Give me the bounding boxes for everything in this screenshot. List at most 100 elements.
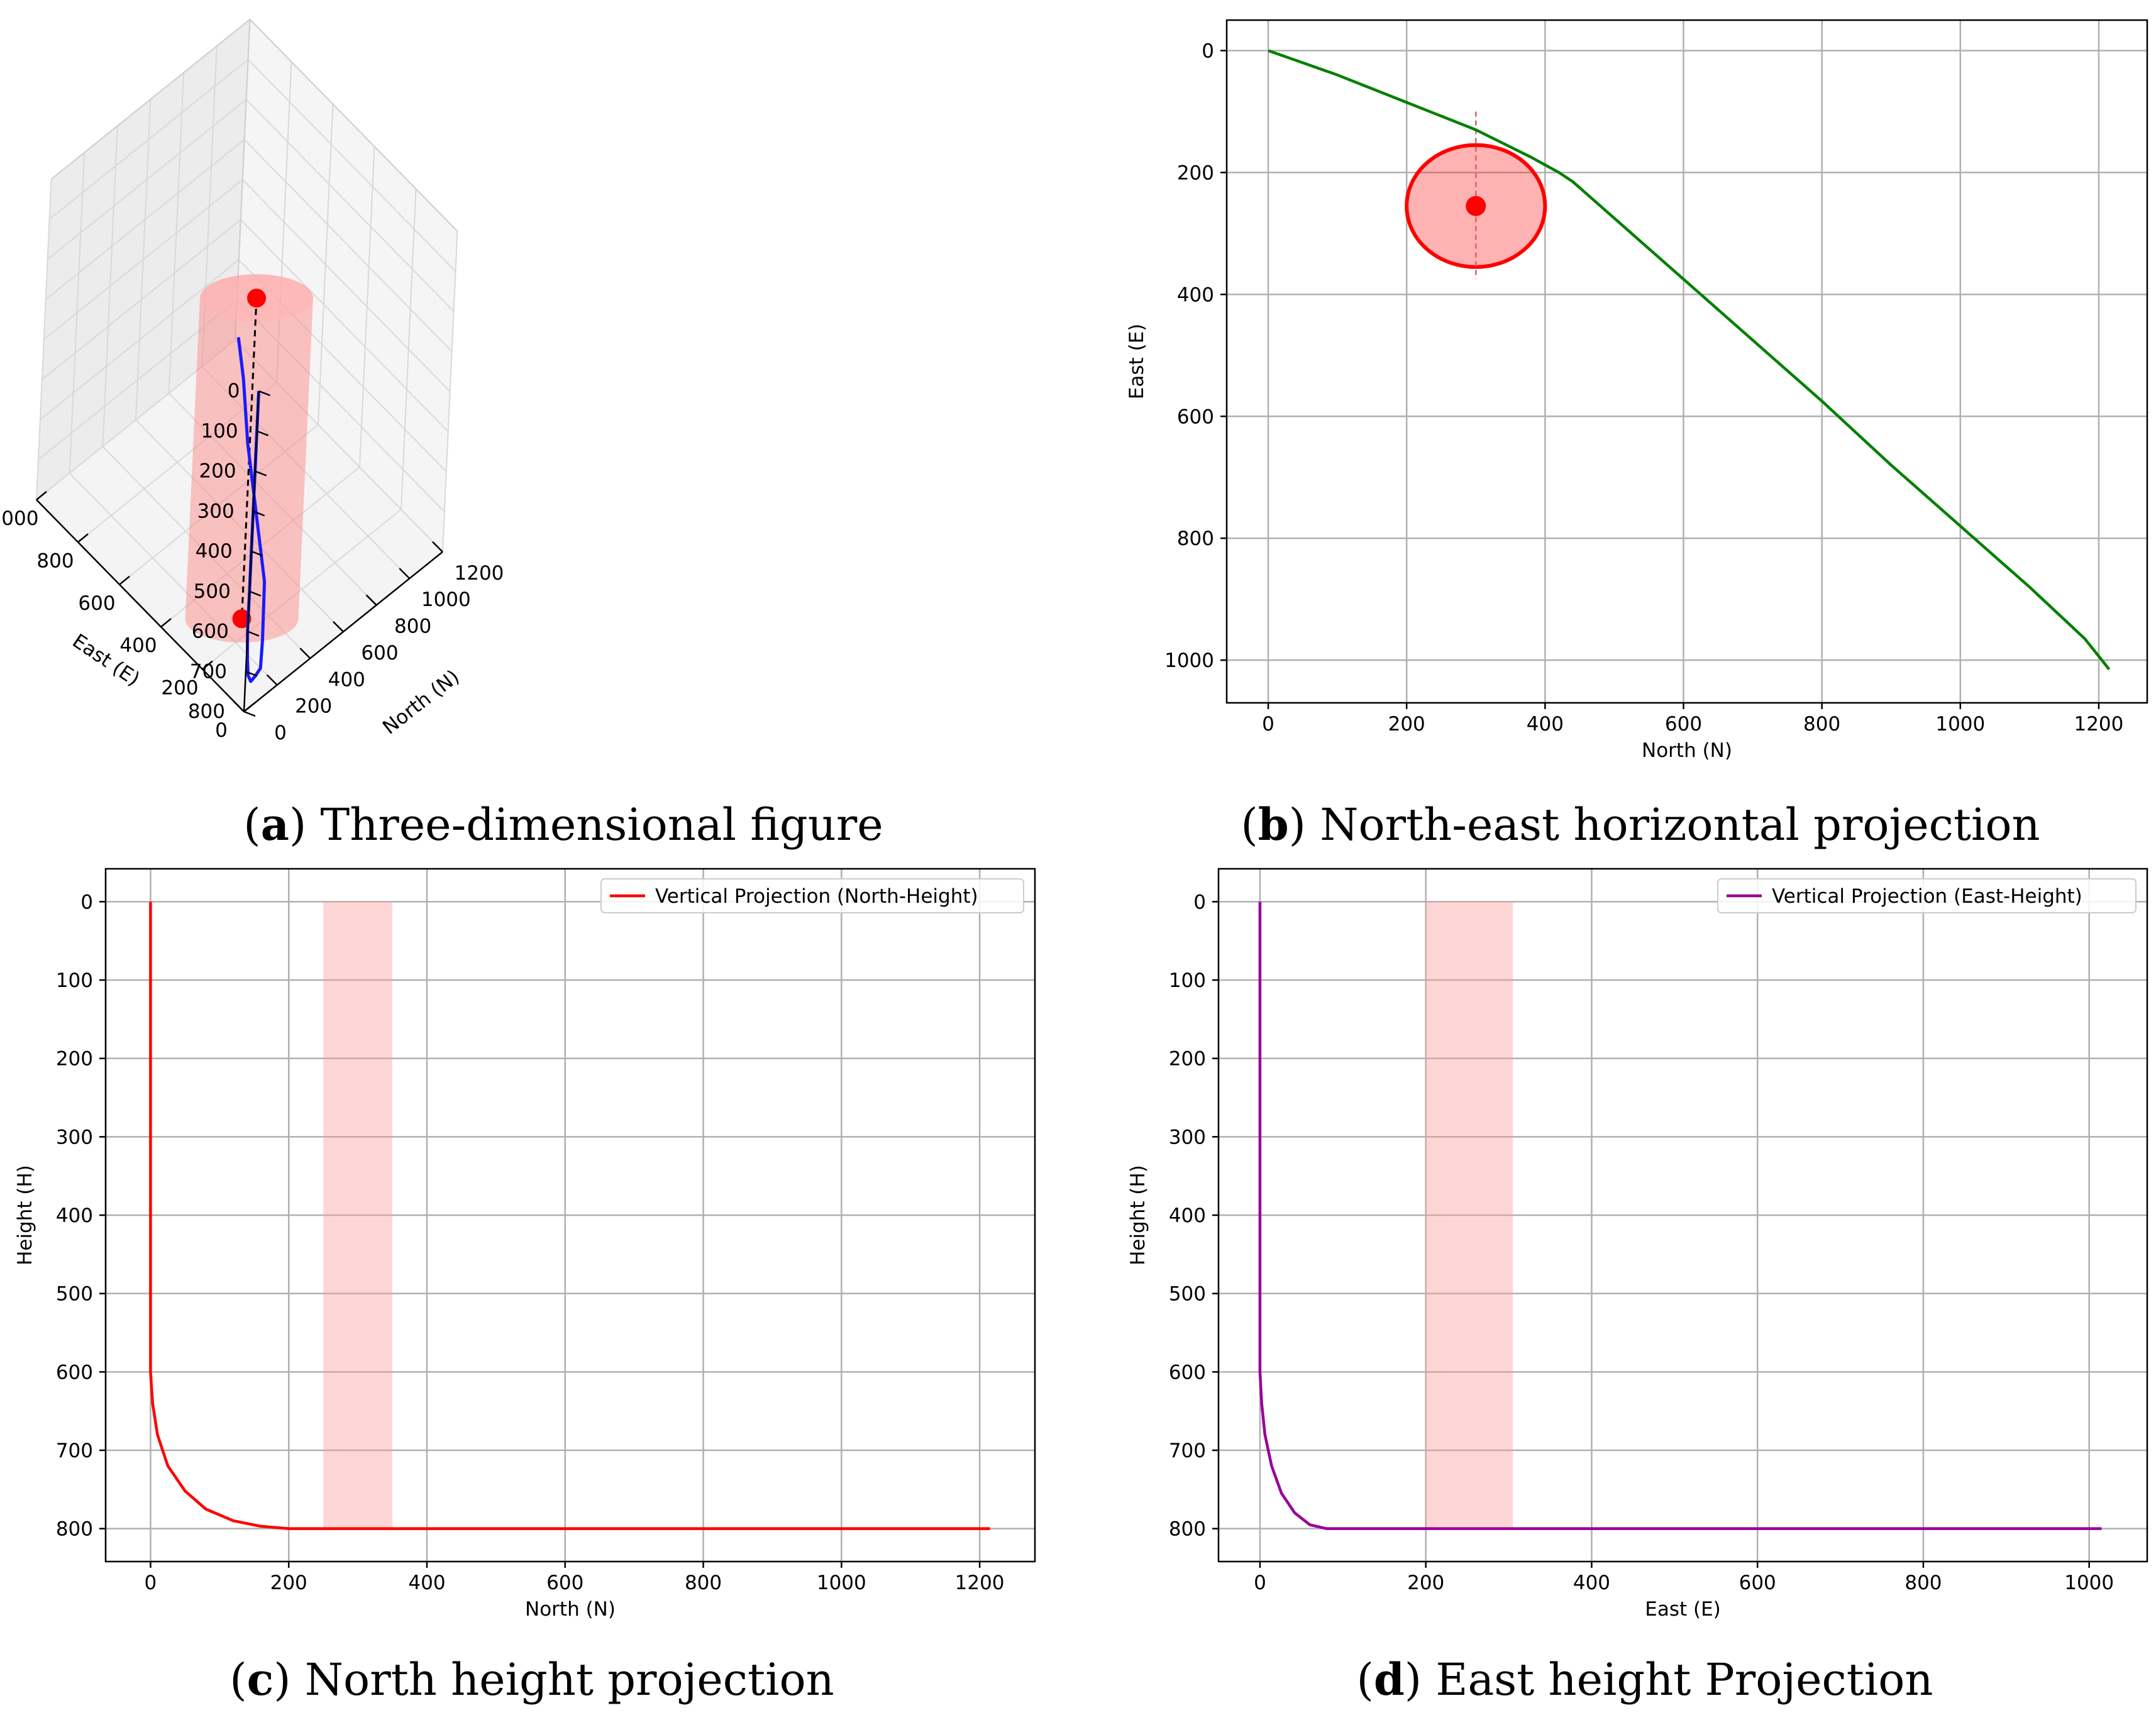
wall-grid-north [36, 179, 52, 500]
y-tick-label: 500 [1169, 1283, 1206, 1306]
wall-grid-height [247, 58, 456, 272]
height-tick-mark [243, 710, 256, 717]
x-tick-label: 800 [685, 1572, 722, 1594]
height-tick-mark [251, 550, 263, 557]
height-tick-label: 800 [188, 700, 225, 723]
plot-frame [1225, 19, 2148, 704]
height-tick-mark [247, 631, 260, 637]
x-axis-label: East (E) [1645, 1598, 1721, 1621]
y-tick-label: 400 [56, 1204, 93, 1227]
series-line [149, 901, 990, 1530]
y-tick-label: 800 [56, 1518, 93, 1541]
caption-a: (a) Three-dimensional figure [243, 798, 883, 851]
floor-grid-north [201, 366, 411, 579]
height-tick-label: 500 [194, 580, 231, 603]
caption-d: (d) East height Projection [1357, 1653, 1933, 1706]
height-tick-mark [249, 590, 262, 597]
legend-label: Vertical Projection (East-Height) [1772, 885, 2082, 908]
legend-label: Vertical Projection (North-Height) [655, 885, 978, 908]
east-tick-mark [119, 575, 130, 585]
y-tick-label: 600 [56, 1361, 93, 1384]
x-tick-label: 200 [270, 1572, 307, 1594]
y-axis-label: Height (H) [14, 1165, 36, 1265]
y-tick-label: 200 [1169, 1048, 1206, 1071]
east-tick-mark [243, 703, 255, 712]
height-tick-mark [255, 470, 267, 477]
panel-east-height-projection: 0 200 400 600 800 1000 0 100 200 300 400 500 600 700 8… [1127, 868, 2148, 1621]
y-tick-label: 100 [1169, 969, 1206, 992]
wall-grid-height [36, 339, 236, 500]
y-axis-label: East (E) [1125, 324, 1148, 400]
x-tick-label: 400 [1573, 1572, 1610, 1594]
legend-box [1717, 878, 2137, 913]
y-tick-label: 500 [56, 1283, 93, 1306]
north-tick-mark [299, 648, 311, 659]
y-tick-label: 800 [1169, 1518, 1206, 1541]
east-tick-mark [36, 491, 47, 500]
x-tick-label: 200 [1407, 1572, 1444, 1594]
north-tick-label: 0 [274, 722, 287, 744]
height-tick-label: 600 [192, 620, 229, 643]
y-tick-label: 300 [56, 1126, 93, 1149]
x-tick-label: 1200 [955, 1572, 1005, 1594]
obstacle-band [323, 901, 393, 1529]
caption-b: (b) North-east horizontal projection [1241, 798, 2040, 851]
y-tick-label: 0 [1202, 40, 1214, 62]
x-tick-label: 600 [546, 1572, 583, 1594]
series-line [1258, 901, 2102, 1530]
x-tick-label: 600 [1739, 1572, 1776, 1594]
north-tick-mark [333, 621, 344, 632]
pane-edge [249, 19, 458, 232]
wall-grid-height [48, 58, 249, 220]
wall-grid-height [243, 139, 453, 352]
east-tick-label: 800 [36, 549, 74, 572]
height-tick-mark [257, 430, 269, 436]
wall-grid-height [43, 179, 243, 340]
x-tick-label: 400 [1527, 713, 1564, 736]
north-tick-label: 1200 [455, 562, 504, 585]
north-tick-mark [365, 594, 377, 606]
y-tick-label: 700 [1169, 1440, 1206, 1462]
y-tick-label: 200 [1177, 162, 1214, 184]
panel-north-height-projection: 0 200 400 600 800 1000 1200 0 100 200 300 400 500 600… [14, 868, 1036, 1621]
north-tick-label: 800 [394, 615, 431, 638]
wall-grid-height [236, 299, 445, 512]
east-tick-label: 400 [119, 634, 157, 657]
height-tick-mark [258, 390, 270, 397]
wall-grid-height [40, 259, 240, 421]
series-line [1268, 49, 2111, 671]
y-tick-label: 0 [80, 891, 93, 913]
north-tick-mark [266, 674, 278, 686]
height-tick-label: 100 [201, 420, 238, 443]
north-tick-mark [233, 701, 245, 712]
x-tick-label: 0 [145, 1572, 157, 1594]
north-tick-label: 1000 [421, 588, 471, 611]
east-tick-mark [77, 533, 89, 543]
legend-box [600, 878, 1024, 913]
east-tick-mark [160, 618, 172, 628]
wall-grid-height [235, 339, 443, 553]
x-tick-label: 1200 [2074, 713, 2123, 736]
x-tick-label: 200 [1388, 713, 1425, 736]
y-tick-label: 1000 [1164, 649, 1214, 672]
floor-grid-north [69, 472, 278, 686]
height-tick-mark [253, 510, 265, 517]
obstacle-center-point [1466, 196, 1486, 216]
y-axis-label: Height (H) [1127, 1165, 1149, 1265]
panel-3d-figure: 0200400600800100002004006008001000120001… [0, 19, 504, 744]
east-tick-label: 1000 [0, 507, 38, 530]
floor-grid-north [102, 446, 311, 659]
floor-grid-north [168, 392, 377, 606]
y-tick-label: 600 [1177, 405, 1214, 428]
x-tick-label: 0 [1262, 713, 1274, 736]
y-axis-label: North (N) [379, 666, 464, 739]
north-tick-label: 600 [361, 642, 398, 664]
height-tick-label: 400 [196, 540, 233, 563]
pane-edge [50, 19, 251, 180]
east-tick-mark [202, 660, 213, 670]
x-tick-label: 1000 [1935, 713, 1985, 736]
y-tick-label: 200 [56, 1048, 93, 1071]
y-tick-label: 400 [1169, 1204, 1206, 1227]
y-tick-label: 0 [1193, 891, 1206, 913]
y-tick-label: 100 [56, 969, 93, 992]
